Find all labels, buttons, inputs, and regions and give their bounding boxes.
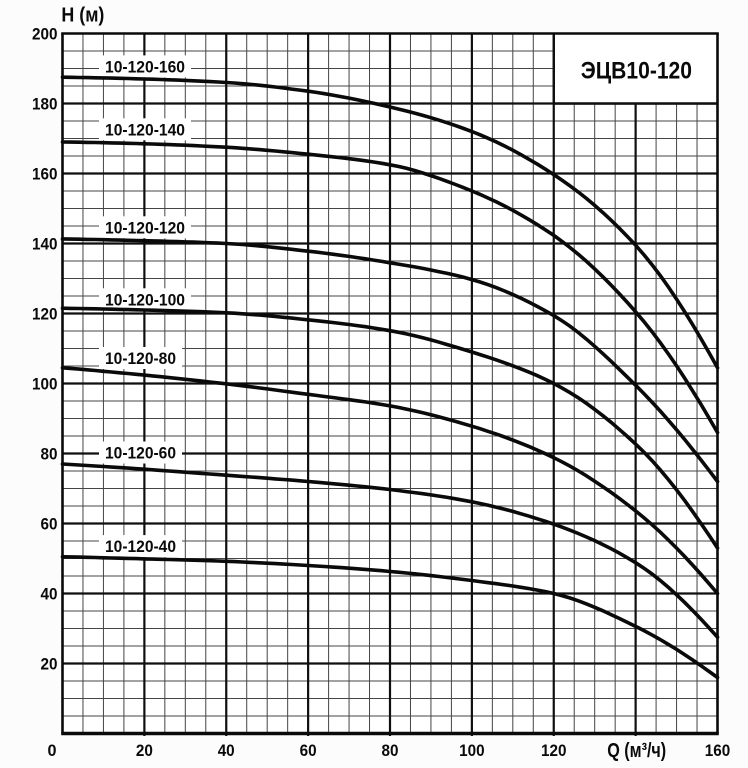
svg-text:160: 160 <box>32 165 58 184</box>
svg-text:H (м): H (м) <box>61 5 104 27</box>
svg-text:60: 60 <box>41 515 58 534</box>
svg-text:20: 20 <box>136 741 153 760</box>
svg-text:10-120-160: 10-120-160 <box>105 57 185 76</box>
svg-text:120: 120 <box>541 741 567 760</box>
svg-text:40: 40 <box>218 741 235 760</box>
svg-text:Q (м³/ч): Q (м³/ч) <box>607 740 666 762</box>
svg-text:10-120-40: 10-120-40 <box>105 537 176 556</box>
svg-text:80: 80 <box>382 741 399 760</box>
svg-text:100: 100 <box>32 375 58 394</box>
svg-text:80: 80 <box>41 445 58 464</box>
svg-text:0: 0 <box>48 741 57 760</box>
svg-text:180: 180 <box>32 95 58 114</box>
svg-text:10-120-60: 10-120-60 <box>105 444 176 463</box>
svg-text:20: 20 <box>41 655 58 674</box>
svg-text:40: 40 <box>41 585 58 604</box>
svg-text:10-120-80: 10-120-80 <box>105 349 176 368</box>
svg-text:140: 140 <box>32 235 58 254</box>
svg-text:120: 120 <box>32 305 58 324</box>
svg-text:160: 160 <box>705 741 731 760</box>
svg-text:100: 100 <box>459 741 485 760</box>
svg-text:ЭЦВ10-120: ЭЦВ10-120 <box>581 57 692 84</box>
svg-text:60: 60 <box>300 741 317 760</box>
svg-text:10-120-120: 10-120-120 <box>105 218 185 237</box>
svg-text:200: 200 <box>32 25 58 44</box>
svg-text:10-120-140: 10-120-140 <box>105 120 185 139</box>
svg-text:10-120-100: 10-120-100 <box>105 290 185 309</box>
